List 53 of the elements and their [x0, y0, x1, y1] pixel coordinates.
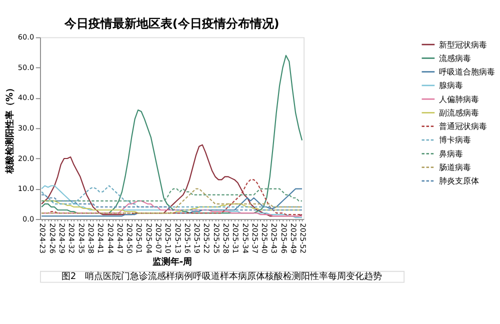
legend-label: 普通冠状病毒	[439, 121, 488, 132]
x-tick-label: 2025-28	[222, 223, 231, 254]
x-tick-label: 2025-52	[298, 223, 308, 254]
x-tick-label: 2025-34	[240, 223, 250, 254]
legend-label: 副流感病毒	[439, 107, 480, 118]
x-tick-label: 2024-41	[96, 223, 106, 254]
x-tick-label: 2025-37	[250, 223, 260, 254]
x-tick-label: 2025-07	[154, 223, 163, 254]
x-tick-label: 2025-40	[260, 223, 270, 254]
caption: 图2 哨点医院门急诊流感样病例呼吸道样本病原体核酸检测阳性率每周变化趋势	[61, 271, 382, 282]
x-tick-label: 2025-01	[134, 223, 144, 254]
x-tick-label: 2024-47	[115, 223, 124, 254]
x-tick-label: 2024-29	[58, 223, 67, 254]
legend-label: 肺炎支原体	[439, 176, 480, 186]
x-tick-label: 2025-04	[144, 223, 154, 254]
x-tick-label: 2025-22	[202, 223, 212, 254]
y-tick-label: 40.0	[18, 93, 34, 102]
line-series	[41, 185, 303, 208]
x-tick-label: 2024-35	[76, 223, 86, 254]
line-series	[41, 194, 303, 211]
legend-label: 鼻病毒	[439, 148, 464, 158]
x-tick-label: 2025-19	[192, 223, 202, 254]
legend-label: 腺病毒	[439, 80, 464, 90]
x-tick-label: 2025-10	[164, 223, 173, 254]
y-tick-label: 0.0	[22, 214, 34, 224]
x-tick-label: 2025-46	[279, 223, 288, 254]
x-tick-label: 2024-26	[48, 223, 57, 254]
x-tick-label: 2025-31	[231, 223, 240, 254]
x-tick-label: 2025-43	[270, 223, 279, 254]
x-tick-label: 2024-23	[38, 223, 48, 254]
x-tick-label: 2025-13	[173, 223, 182, 254]
y-tick-label: 20.0	[18, 154, 34, 163]
x-tick-label: 2025-49	[289, 223, 298, 254]
x-tick-label: 2024-50	[125, 223, 134, 254]
x-tick-label: 2024-44	[106, 223, 115, 254]
x-tick-label: 2024-32	[67, 223, 76, 254]
chart-title: 今日疫情最新地区表(今日疫情分布情况)	[63, 16, 280, 30]
y-tick-label: 10.0	[18, 184, 34, 194]
legend-label: 人偏肺病毒	[439, 94, 480, 104]
legend-label: 肠道病毒	[439, 162, 472, 172]
legend-label: 流感病毒	[439, 52, 472, 63]
y-axis-title: 核酸检测阳性率（%）	[4, 84, 16, 175]
y-tick-label: 50.0	[18, 62, 34, 72]
x-tick-label: 2024-38	[86, 223, 96, 254]
y-tick-label: 30.0	[18, 123, 34, 132]
line-series	[41, 188, 303, 202]
legend-label: 博卡病毒	[439, 134, 472, 145]
x-tick-label: 2025-16	[182, 223, 192, 254]
y-tick-label: 60.0	[18, 32, 34, 42]
legend-label: 新型冠状病毒	[439, 39, 488, 50]
x-tick-label: 2025-25	[212, 223, 221, 254]
legend-label: 呼吸道合胞病毒	[439, 66, 496, 77]
x-axis-title: 监测年-周	[152, 256, 192, 268]
